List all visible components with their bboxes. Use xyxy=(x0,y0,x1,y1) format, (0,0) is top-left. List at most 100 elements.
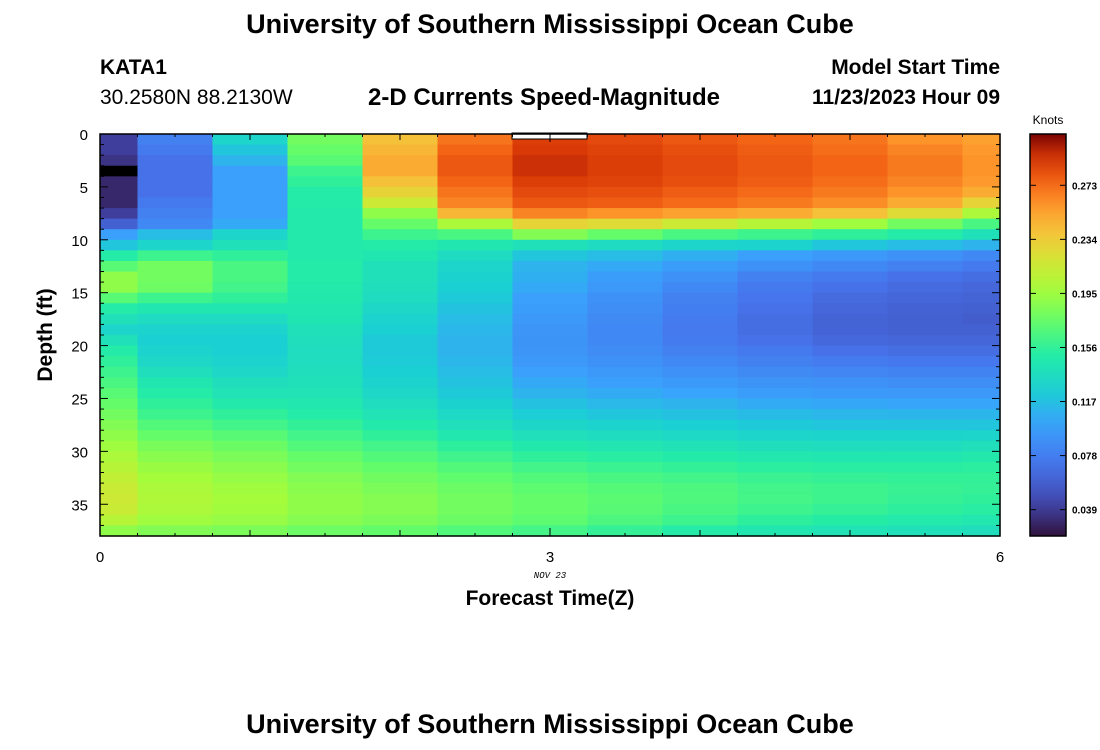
heatmap-cell xyxy=(587,366,664,378)
heatmap-cell xyxy=(362,208,439,220)
heatmap-cell xyxy=(100,366,139,378)
heatmap-cell xyxy=(587,218,664,230)
heatmap-cell xyxy=(100,356,139,368)
heatmap-cell xyxy=(100,250,139,262)
heatmap-cell xyxy=(887,430,964,442)
heatmap-cell xyxy=(887,419,964,431)
heatmap-cell xyxy=(812,409,889,421)
heatmap-cell xyxy=(362,292,439,304)
heatmap-cell xyxy=(887,377,964,389)
heatmap-cell xyxy=(362,430,439,442)
heatmap-cell xyxy=(662,303,739,315)
heatmap-cell xyxy=(512,197,589,209)
heatmap-cell xyxy=(512,461,589,474)
heatmap-cell xyxy=(137,377,214,389)
heatmap-cell xyxy=(962,398,1001,410)
heatmap-cell xyxy=(887,303,964,315)
heatmap-cell xyxy=(437,208,514,220)
heatmap-cell xyxy=(962,282,1001,294)
heatmap-cell xyxy=(100,345,139,357)
heatmap-cell xyxy=(512,430,589,442)
heatmap-cell xyxy=(437,451,514,463)
heatmap-cell xyxy=(812,271,889,283)
heatmap-cell xyxy=(137,335,214,347)
heatmap-cell xyxy=(287,303,364,315)
heatmap-cell xyxy=(137,345,214,357)
heatmap-cell xyxy=(287,197,364,209)
colorbar-tick-label: 0.234 xyxy=(1072,235,1097,246)
heatmap-cell xyxy=(962,155,1001,167)
heatmap-cell xyxy=(287,483,364,495)
heatmap-cell xyxy=(587,461,664,474)
heatmap-cell xyxy=(587,387,664,400)
heatmap-cell xyxy=(437,504,514,516)
heatmap-cell xyxy=(512,313,589,326)
heatmap-cell xyxy=(287,514,364,527)
heatmap-cell xyxy=(887,525,964,537)
heatmap-cell xyxy=(662,356,739,368)
footer-title: University of Southern Mississippi Ocean… xyxy=(246,709,854,739)
heatmap-cell xyxy=(362,440,439,452)
heatmap-cell xyxy=(212,335,289,347)
heatmap-cell xyxy=(362,229,439,241)
heatmap-cell xyxy=(737,356,814,368)
heatmap-cell xyxy=(437,398,514,410)
heatmap-cell xyxy=(287,324,364,336)
heatmap-cell xyxy=(137,260,214,273)
heatmap-cell xyxy=(737,155,814,167)
heatmap-cell xyxy=(362,197,439,209)
heatmap-cell xyxy=(887,409,964,421)
heatmap-cell xyxy=(962,504,1001,516)
heatmap-cell xyxy=(662,155,739,167)
heatmap-cell xyxy=(887,134,964,146)
heatmap-cell xyxy=(662,260,739,273)
x-tick-label: 6 xyxy=(996,549,1004,566)
heatmap-cell xyxy=(212,356,289,368)
heatmap-cell xyxy=(437,493,514,505)
heatmap-cell xyxy=(437,260,514,273)
heatmap-cell xyxy=(212,282,289,294)
heatmap-cell xyxy=(100,155,139,167)
heatmap-cell xyxy=(100,504,139,516)
heatmap-cell xyxy=(587,409,664,421)
heatmap-cell xyxy=(887,493,964,505)
heatmap-cell xyxy=(100,451,139,463)
heatmap-cell xyxy=(212,197,289,209)
heatmap-cell xyxy=(100,313,139,326)
heatmap-cell xyxy=(100,335,139,347)
heatmap-cell xyxy=(662,430,739,442)
heatmap-cell xyxy=(437,514,514,527)
heatmap-cell xyxy=(362,514,439,527)
heatmap-cell xyxy=(587,303,664,315)
heatmap-cell xyxy=(737,271,814,283)
heatmap-cell xyxy=(212,324,289,336)
heatmap-cell xyxy=(362,218,439,230)
heatmap-cell xyxy=(212,218,289,230)
heatmap-cell xyxy=(887,461,964,474)
heatmap-cell xyxy=(512,419,589,431)
heatmap-cell xyxy=(887,514,964,527)
heatmap-cell xyxy=(812,208,889,220)
heatmap-cell xyxy=(212,409,289,421)
heatmap-cell xyxy=(287,387,364,400)
heatmap-cell xyxy=(812,176,889,188)
heatmap-cell xyxy=(662,419,739,431)
heatmap-cell xyxy=(737,208,814,220)
colorbar-tick-label: 0.273 xyxy=(1072,181,1097,192)
colorbar-tick-label: 0.117 xyxy=(1072,398,1097,409)
heatmap-cell xyxy=(512,250,589,262)
heatmap-cell xyxy=(137,282,214,294)
heatmap-cell xyxy=(100,387,139,400)
heatmap-cell xyxy=(812,313,889,326)
model-start-label: Model Start Time xyxy=(831,56,1000,79)
heatmap-cell xyxy=(812,218,889,230)
heatmap-cell xyxy=(887,356,964,368)
heatmap-cell xyxy=(137,504,214,516)
colorbar-tick-label: 0.195 xyxy=(1072,289,1097,300)
heatmap-cell xyxy=(287,461,364,474)
heatmap-cell xyxy=(137,525,214,537)
heatmap-cell xyxy=(737,472,814,484)
heatmap-cell xyxy=(662,144,739,156)
heatmap-cell xyxy=(100,208,139,220)
heatmap-cell xyxy=(737,377,814,389)
